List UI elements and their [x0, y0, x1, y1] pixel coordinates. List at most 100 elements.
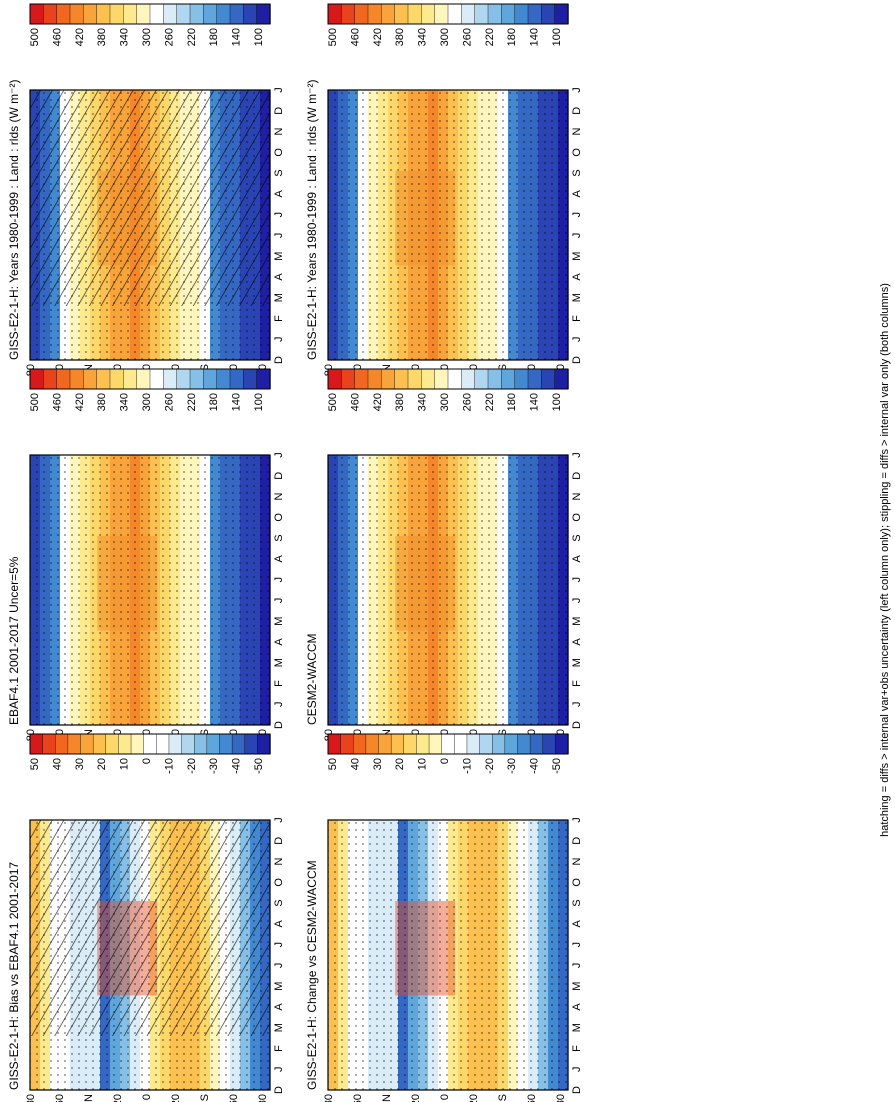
lat-tick-label: 80: [25, 1094, 37, 1102]
colorbar-swatch: [216, 3, 231, 25]
month-tick-label: J: [571, 233, 583, 239]
colorbar-swatch: [381, 368, 396, 390]
colorbar-swatch: [96, 368, 111, 390]
colorbar-swatch: [29, 733, 44, 755]
colorbar-label: 140: [231, 28, 243, 46]
colorbar-swatch: [56, 3, 71, 25]
colorbar-label: 100: [253, 28, 265, 46]
month-tick-label: J: [273, 701, 285, 707]
colorbar-swatch: [504, 733, 519, 755]
colorbar-swatch: [189, 368, 205, 390]
colorbar-swatch: [341, 368, 356, 390]
stippling: [30, 455, 270, 725]
colorbar-swatch: [474, 368, 489, 390]
colorbar-label: 420: [74, 393, 86, 411]
lat-tick-label: 60: [352, 1094, 364, 1102]
colorbar-swatch: [189, 3, 205, 25]
colorbar-swatch: [123, 3, 138, 25]
lat-tick-label: °N: [381, 1094, 393, 1102]
month-tick-label: D: [571, 472, 583, 480]
colorbar-label: 220: [484, 393, 496, 411]
month-tick-label: J: [273, 336, 285, 342]
colorbar-swatch: [354, 368, 369, 390]
month-tick-label: J: [273, 817, 285, 823]
colorbar-swatch: [541, 3, 556, 25]
lat-tick-label: 20: [410, 1094, 422, 1102]
month-tick-label: J: [571, 87, 583, 93]
lat-tick-label: 0: [439, 1094, 451, 1100]
colorbar-swatch: [421, 368, 436, 390]
colorbar-swatch: [130, 733, 145, 755]
month-tick-label: S: [273, 534, 285, 541]
month-tick-label: F: [571, 680, 583, 687]
colorbar-swatch: [83, 3, 98, 25]
month-tick-label: S: [273, 899, 285, 906]
colorbar-label: 380: [96, 393, 108, 411]
colorbar-swatch: [118, 733, 132, 755]
month-tick-label: J: [571, 817, 583, 823]
colorbar-swatch: [428, 733, 443, 755]
month-tick-label: N: [273, 493, 285, 501]
colorbar-swatch: [327, 733, 342, 755]
month-tick-label: J: [273, 942, 285, 948]
month-tick-label: A: [571, 555, 583, 563]
colorbar-swatch: [243, 368, 258, 390]
colorbar-label: 460: [51, 28, 63, 46]
colorbar-label: 220: [186, 393, 198, 411]
colorbar-label: 500: [327, 28, 339, 46]
month-tick-label: D: [571, 1086, 583, 1094]
month-tick-label: A: [273, 638, 285, 646]
colorbar-swatch: [367, 3, 383, 25]
month-tick-label: O: [571, 878, 583, 887]
colorbar-swatch: [434, 368, 449, 390]
month-tick-label: A: [273, 555, 285, 563]
colorbar-label: 380: [394, 28, 406, 46]
plot-frame: [29, 819, 271, 1091]
month-tick-label: D: [273, 837, 285, 845]
colorbar-label: 50: [29, 758, 41, 770]
colorbar-swatch: [96, 3, 111, 25]
lat-tick-label: 20: [468, 1094, 480, 1102]
plot-frame: [327, 454, 569, 726]
colorbar-swatch: [176, 368, 191, 390]
month-tick-label: J: [571, 336, 583, 342]
colorbar-label: 20: [96, 758, 108, 770]
stippling: [328, 820, 568, 1090]
colorbar-label: 180: [208, 28, 220, 46]
lat-tick-label: 20: [170, 1094, 182, 1102]
colorbar-swatch: [447, 368, 463, 390]
panel-p6: D J F M A M J J A S O N D J 80 60 °N 20 0 20 °S 60 80 GISS-E2-1…: [305, 733, 583, 1102]
month-tick-label: D: [571, 837, 583, 845]
colorbar-label: -50: [253, 758, 265, 774]
colorbar-swatch: [407, 368, 423, 390]
colorbar-swatch: [394, 3, 409, 25]
month-tick-label: N: [571, 128, 583, 136]
stippling: [328, 455, 568, 725]
colorbar-swatch: [454, 733, 468, 755]
colorbar-swatch: [136, 3, 151, 25]
colorbar-label: -40: [231, 758, 243, 774]
month-tick-label: J: [571, 1066, 583, 1072]
colorbar-label: 420: [74, 28, 86, 46]
colorbar-swatch: [555, 733, 569, 755]
month-tick-label: F: [571, 1045, 583, 1052]
colorbar-frame: [29, 733, 271, 755]
colorbar-label: 460: [349, 393, 361, 411]
colorbar-swatch: [381, 3, 396, 25]
month-tick-label: J: [571, 963, 583, 969]
month-tick-label: J: [273, 1066, 285, 1072]
colorbar-label: 140: [529, 393, 541, 411]
colorbar-swatch: [194, 733, 208, 755]
colorbar-label: 460: [51, 393, 63, 411]
colorbar-swatch: [390, 733, 405, 755]
colorbar-swatch: [461, 3, 476, 25]
colorbar-label: -40: [529, 758, 541, 774]
colorbar-label: 140: [529, 28, 541, 46]
lat-tick-label: 80: [323, 1094, 335, 1102]
lat-tick-label: 60: [228, 1094, 240, 1102]
colorbar-label: 460: [349, 28, 361, 46]
panel-p2: DJFMAMJJASONDJ8060°N20020°S6080GISS-E2-1…: [305, 3, 583, 376]
month-tick-label: M: [571, 658, 583, 667]
month-tick-label: J: [273, 577, 285, 583]
